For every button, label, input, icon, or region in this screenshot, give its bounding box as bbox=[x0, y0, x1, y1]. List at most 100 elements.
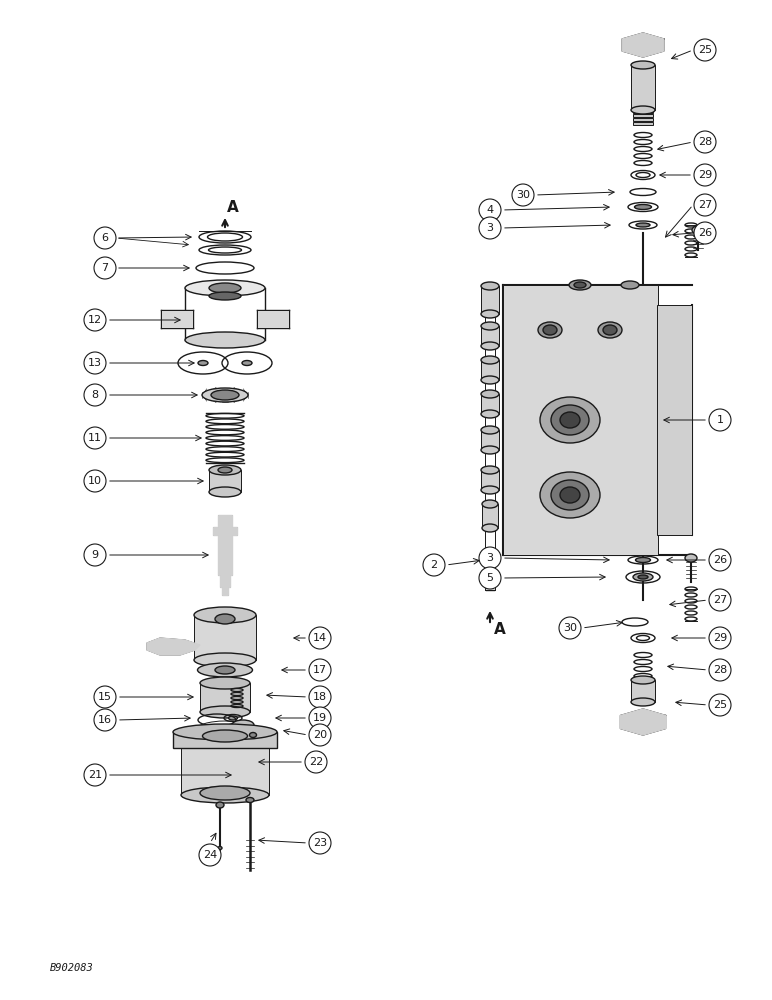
Circle shape bbox=[309, 707, 331, 729]
Ellipse shape bbox=[569, 280, 591, 290]
Circle shape bbox=[309, 832, 331, 854]
Ellipse shape bbox=[574, 282, 586, 288]
Circle shape bbox=[709, 589, 731, 611]
Ellipse shape bbox=[200, 706, 250, 718]
Circle shape bbox=[84, 352, 106, 374]
Text: 30: 30 bbox=[516, 190, 530, 200]
Text: 20: 20 bbox=[313, 730, 327, 740]
Text: 1: 1 bbox=[716, 415, 723, 425]
Circle shape bbox=[694, 222, 716, 244]
Circle shape bbox=[84, 470, 106, 492]
Text: 29: 29 bbox=[698, 170, 712, 180]
Text: 26: 26 bbox=[713, 555, 727, 565]
Text: 9: 9 bbox=[91, 550, 99, 560]
Circle shape bbox=[309, 686, 331, 708]
Bar bbox=[481, 470, 499, 490]
Ellipse shape bbox=[218, 467, 232, 473]
Bar bbox=[481, 360, 499, 380]
Bar bbox=[633, 110, 653, 113]
Ellipse shape bbox=[540, 397, 600, 443]
Ellipse shape bbox=[246, 798, 254, 802]
Ellipse shape bbox=[202, 388, 248, 402]
Text: 5: 5 bbox=[486, 573, 493, 583]
Circle shape bbox=[709, 409, 731, 431]
Bar bbox=[481, 430, 499, 450]
Circle shape bbox=[479, 567, 501, 589]
Ellipse shape bbox=[598, 322, 622, 338]
Ellipse shape bbox=[216, 802, 224, 808]
Text: 4: 4 bbox=[486, 205, 493, 215]
Ellipse shape bbox=[481, 486, 499, 494]
Ellipse shape bbox=[481, 310, 499, 318]
Ellipse shape bbox=[631, 698, 655, 706]
Text: 6: 6 bbox=[101, 233, 109, 243]
Text: 18: 18 bbox=[313, 692, 327, 702]
Circle shape bbox=[694, 194, 716, 216]
Ellipse shape bbox=[481, 342, 499, 350]
Text: 26: 26 bbox=[698, 228, 712, 238]
Text: 27: 27 bbox=[698, 200, 712, 210]
Text: 3: 3 bbox=[486, 223, 493, 233]
Text: 28: 28 bbox=[698, 137, 712, 147]
Ellipse shape bbox=[481, 356, 499, 364]
Ellipse shape bbox=[603, 325, 617, 335]
Bar bbox=[173, 732, 277, 748]
Ellipse shape bbox=[229, 716, 238, 720]
Circle shape bbox=[479, 217, 501, 239]
Polygon shape bbox=[147, 638, 200, 655]
Polygon shape bbox=[621, 709, 665, 735]
Text: 15: 15 bbox=[98, 692, 112, 702]
Circle shape bbox=[84, 764, 106, 786]
Ellipse shape bbox=[194, 607, 256, 623]
Ellipse shape bbox=[211, 390, 239, 400]
Ellipse shape bbox=[198, 360, 208, 365]
Ellipse shape bbox=[481, 410, 499, 418]
Text: 11: 11 bbox=[88, 433, 102, 443]
Ellipse shape bbox=[194, 653, 256, 667]
Text: 13: 13 bbox=[88, 358, 102, 368]
Ellipse shape bbox=[209, 283, 241, 293]
Ellipse shape bbox=[185, 280, 265, 296]
Text: 19: 19 bbox=[313, 713, 327, 723]
Ellipse shape bbox=[481, 322, 499, 330]
Circle shape bbox=[709, 694, 731, 716]
Bar bbox=[633, 114, 653, 117]
Text: 3: 3 bbox=[486, 553, 493, 563]
Text: 14: 14 bbox=[313, 633, 327, 643]
Bar bbox=[194, 615, 256, 660]
Circle shape bbox=[84, 384, 106, 406]
Ellipse shape bbox=[621, 281, 639, 289]
Bar bbox=[633, 118, 653, 121]
Ellipse shape bbox=[481, 426, 499, 434]
Text: 17: 17 bbox=[313, 665, 327, 675]
Polygon shape bbox=[213, 515, 237, 595]
Ellipse shape bbox=[540, 472, 600, 518]
Circle shape bbox=[94, 709, 116, 731]
Ellipse shape bbox=[551, 405, 589, 435]
Bar bbox=[631, 680, 655, 702]
Text: 12: 12 bbox=[88, 315, 102, 325]
Ellipse shape bbox=[481, 390, 499, 398]
Ellipse shape bbox=[209, 292, 241, 300]
Ellipse shape bbox=[638, 575, 648, 579]
Circle shape bbox=[309, 627, 331, 649]
Text: 30: 30 bbox=[563, 623, 577, 633]
Ellipse shape bbox=[551, 480, 589, 510]
Circle shape bbox=[694, 39, 716, 61]
Text: A: A bbox=[494, 622, 506, 638]
Text: A: A bbox=[227, 200, 239, 216]
Circle shape bbox=[94, 257, 116, 279]
Circle shape bbox=[309, 659, 331, 681]
Bar bbox=[161, 310, 193, 328]
Ellipse shape bbox=[202, 730, 248, 742]
Circle shape bbox=[709, 549, 731, 571]
Ellipse shape bbox=[198, 663, 252, 677]
Ellipse shape bbox=[209, 487, 241, 497]
Circle shape bbox=[694, 164, 716, 186]
Circle shape bbox=[709, 659, 731, 681]
Text: 23: 23 bbox=[313, 838, 327, 848]
Ellipse shape bbox=[173, 724, 277, 740]
Bar bbox=[181, 740, 269, 795]
Ellipse shape bbox=[218, 846, 222, 850]
Ellipse shape bbox=[482, 500, 498, 508]
